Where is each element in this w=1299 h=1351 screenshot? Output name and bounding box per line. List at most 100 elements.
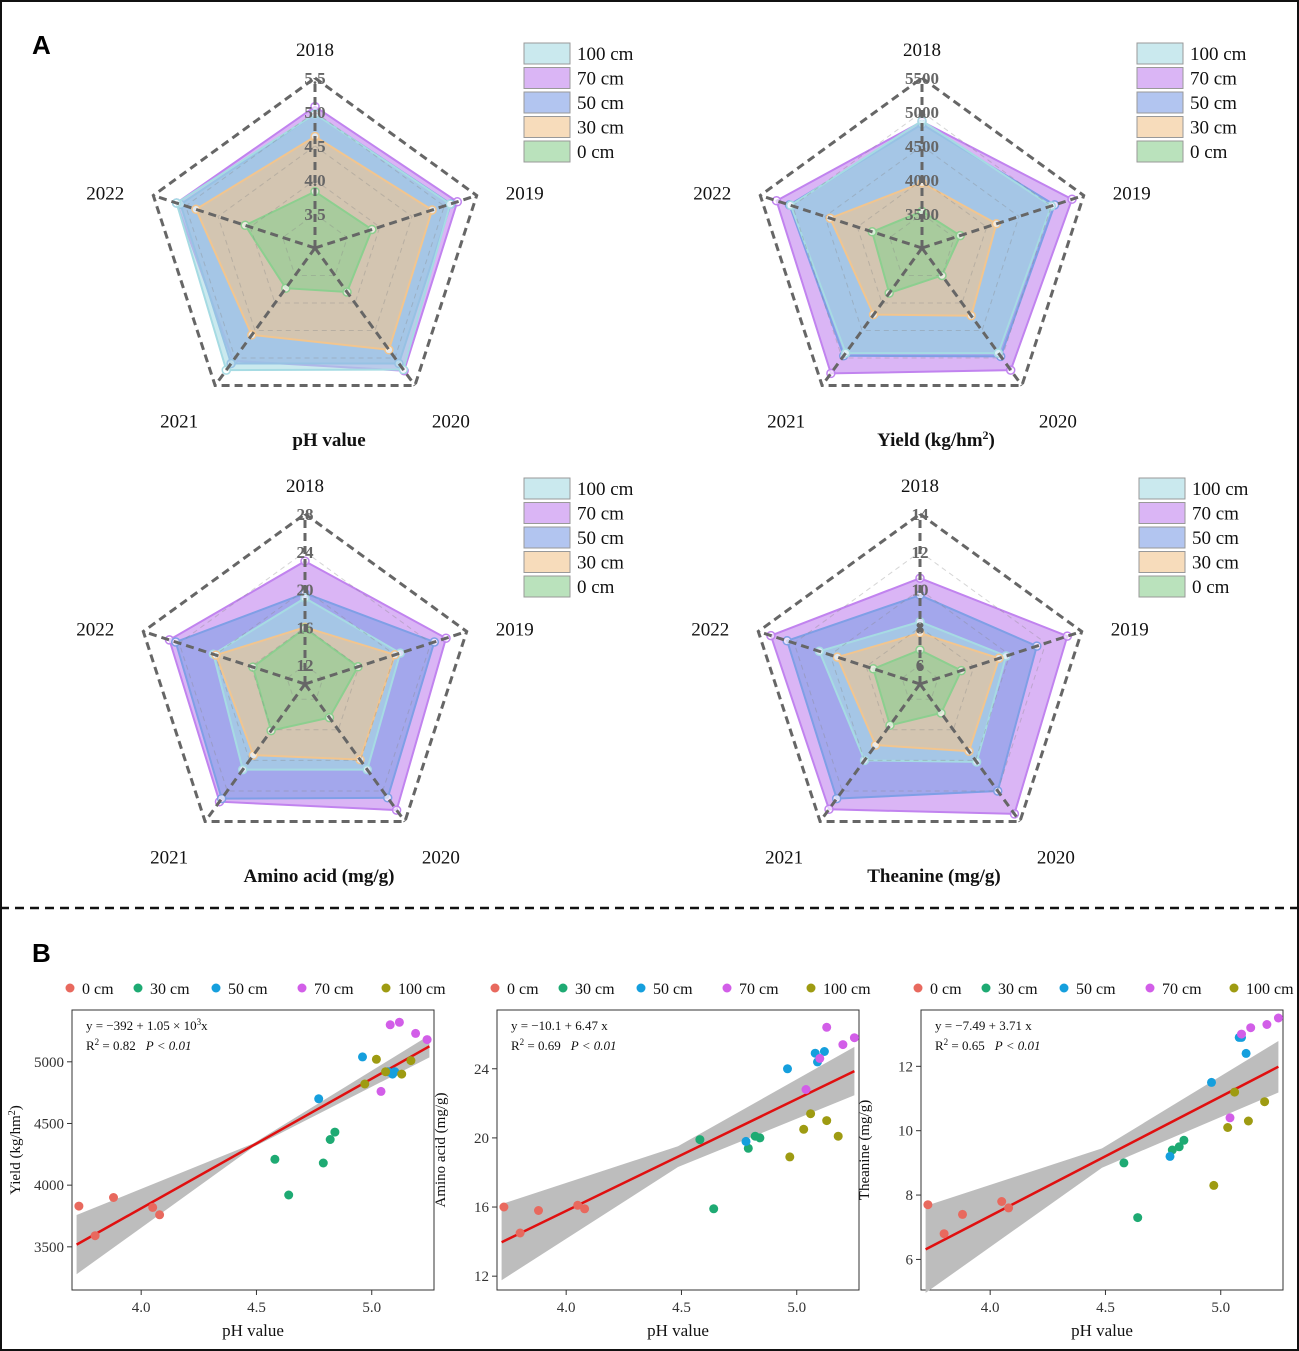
legend-marker <box>490 983 500 993</box>
radar-spoke <box>152 194 316 250</box>
data-point-30-cm <box>325 1135 335 1144</box>
radar-grid-ring <box>856 179 988 304</box>
regression-line <box>925 1065 1279 1251</box>
y-axis-label: Yield (kg/hm2) <box>7 1105 25 1195</box>
data-point-0-cm <box>90 1231 100 1241</box>
radar-polygons <box>164 556 451 815</box>
x-tick-label: 4.0 <box>557 1300 576 1316</box>
data-point-100-cm <box>799 1124 809 1134</box>
legend-swatch <box>523 67 571 89</box>
data-point-70-cm <box>801 1085 811 1094</box>
radar-chart-2: 3500 4000 4500 5000 5500 2018 2019 2020 2021 2022… <box>693 40 1246 451</box>
legend-swatch <box>1136 140 1184 163</box>
data-point-0-cm <box>580 1204 590 1214</box>
radar-tick-label: 3.5 <box>304 205 325 224</box>
x-tick-label: 4.5 <box>247 1300 266 1316</box>
scatter-legend: 0 cm 30 cm 50 cm 70 cm 100 cm <box>65 981 446 998</box>
legend-swatch <box>1136 67 1184 89</box>
x-tick-label: 4.0 <box>981 1300 1000 1316</box>
data-point-100-cm <box>806 1109 816 1119</box>
legend-label: 70 cm <box>577 69 624 90</box>
radar-legend: 100 cm 70 cm 50 cm 30 cm 0 cm <box>1138 477 1249 598</box>
radar-grid-ring <box>185 111 445 359</box>
legend-label: 50 cm <box>577 93 624 114</box>
legend-label: 0 cm <box>1192 577 1230 598</box>
legend-swatch <box>523 526 571 549</box>
radar-grid-ring <box>824 145 1020 331</box>
data-point-70-cm <box>1237 1029 1246 1039</box>
legend-label: 30 cm <box>998 981 1038 998</box>
radar-outer-ring <box>141 512 469 823</box>
scatter-legend: 0 cm 30 cm 50 cm 70 cm 100 cm <box>913 981 1294 998</box>
radar-axis-label: 2019 <box>1111 620 1149 641</box>
legend-label: 70 cm <box>577 504 624 525</box>
radar-spoke <box>314 194 478 250</box>
x-axis-label: pH value <box>222 1321 284 1340</box>
data-point-50-cm <box>819 1047 829 1056</box>
data-point-0-cm <box>534 1206 543 1215</box>
radar-axis-label: 2019 <box>1113 184 1151 205</box>
radar-legend: 100 cm 70 cm 50 cm 30 cm 0 cm <box>523 477 634 598</box>
legend-marker <box>981 983 991 993</box>
radar-grid-ring <box>249 179 381 304</box>
legend-label: 30 cm <box>577 118 624 139</box>
legend-label: 100 cm <box>1192 479 1249 500</box>
radar-grid-ring <box>889 213 955 276</box>
legend-label: 70 cm <box>739 981 779 998</box>
data-point-0-cm <box>1004 1203 1014 1213</box>
radar-chart-3: 12 16 20 24 28 2018 2019 2020 2021 2022 Amino acid… <box>76 476 633 887</box>
scatter-chart-1: 0 cm 30 cm 50 cm 70 cm 100 cm y = −392 + 1.05… <box>7 981 447 1340</box>
data-point-30-cm <box>284 1190 294 1200</box>
legend-marker <box>806 983 816 993</box>
data-point-100-cm <box>381 1067 391 1077</box>
data-point-70-cm <box>1262 1020 1272 1029</box>
data-point-30-cm <box>1119 1158 1129 1168</box>
radar-axis-label: 2021 <box>150 848 188 869</box>
radar-axis-label: 2019 <box>496 620 534 641</box>
radar-tick-label: 20 <box>297 581 314 600</box>
radar-axis-label: 2018 <box>296 40 334 61</box>
radar-grid-ring <box>217 145 413 331</box>
radar-title: Yield (kg/hm2) <box>877 428 995 451</box>
radar-axis-label: 2021 <box>767 412 805 433</box>
data-point-100-cm <box>1209 1180 1219 1190</box>
data-point-100-cm <box>360 1079 370 1089</box>
data-point-0-cm <box>515 1228 525 1238</box>
legend-label: 30 cm <box>150 981 190 998</box>
legend-label: 0 cm <box>577 577 615 598</box>
y-tick-label: 5000 <box>34 1055 64 1071</box>
data-point-100-cm <box>1260 1097 1270 1107</box>
data-point-100-cm <box>1230 1087 1240 1097</box>
equation: y = −7.49 + 3.71 x <box>935 1018 1032 1033</box>
data-point-0-cm <box>958 1209 967 1219</box>
radar-grid-ring <box>829 588 1011 761</box>
data-point-50-cm <box>358 1052 367 1062</box>
radar-legend: 100 cm 70 cm 50 cm 30 cm 0 cm <box>523 42 634 163</box>
data-point-100-cm <box>406 1056 416 1066</box>
r-squared: R2 = 0.65 P < 0.01 <box>935 1037 1041 1053</box>
radar-series-0-cm <box>243 190 374 294</box>
legend-marker <box>65 983 75 993</box>
legend-swatch <box>523 140 571 163</box>
radar-polygons <box>171 101 463 376</box>
legend-marker <box>722 983 732 993</box>
data-point-0-cm <box>997 1197 1007 1206</box>
radar-axis-label: 2018 <box>903 40 941 61</box>
y-tick-label: 6 <box>906 1252 914 1268</box>
legend-label: 100 cm <box>1246 981 1294 998</box>
radar-grid-ring <box>901 664 939 700</box>
legend-label: 100 cm <box>577 479 634 500</box>
data-point-30-cm <box>1133 1213 1143 1223</box>
radar-grid-ring <box>250 626 360 731</box>
radar-tick-label: 24 <box>297 543 315 562</box>
radar-tick-label: 28 <box>297 505 314 524</box>
legend-swatch <box>1138 502 1186 524</box>
regression-line <box>501 1069 855 1244</box>
data-point-50-cm <box>1207 1077 1216 1087</box>
legend-swatch <box>1136 42 1184 65</box>
legend-marker <box>211 983 221 993</box>
radar-tick-label: 3500 <box>905 205 939 224</box>
radar-title: pH value <box>292 430 365 451</box>
data-point-0-cm <box>148 1202 158 1212</box>
